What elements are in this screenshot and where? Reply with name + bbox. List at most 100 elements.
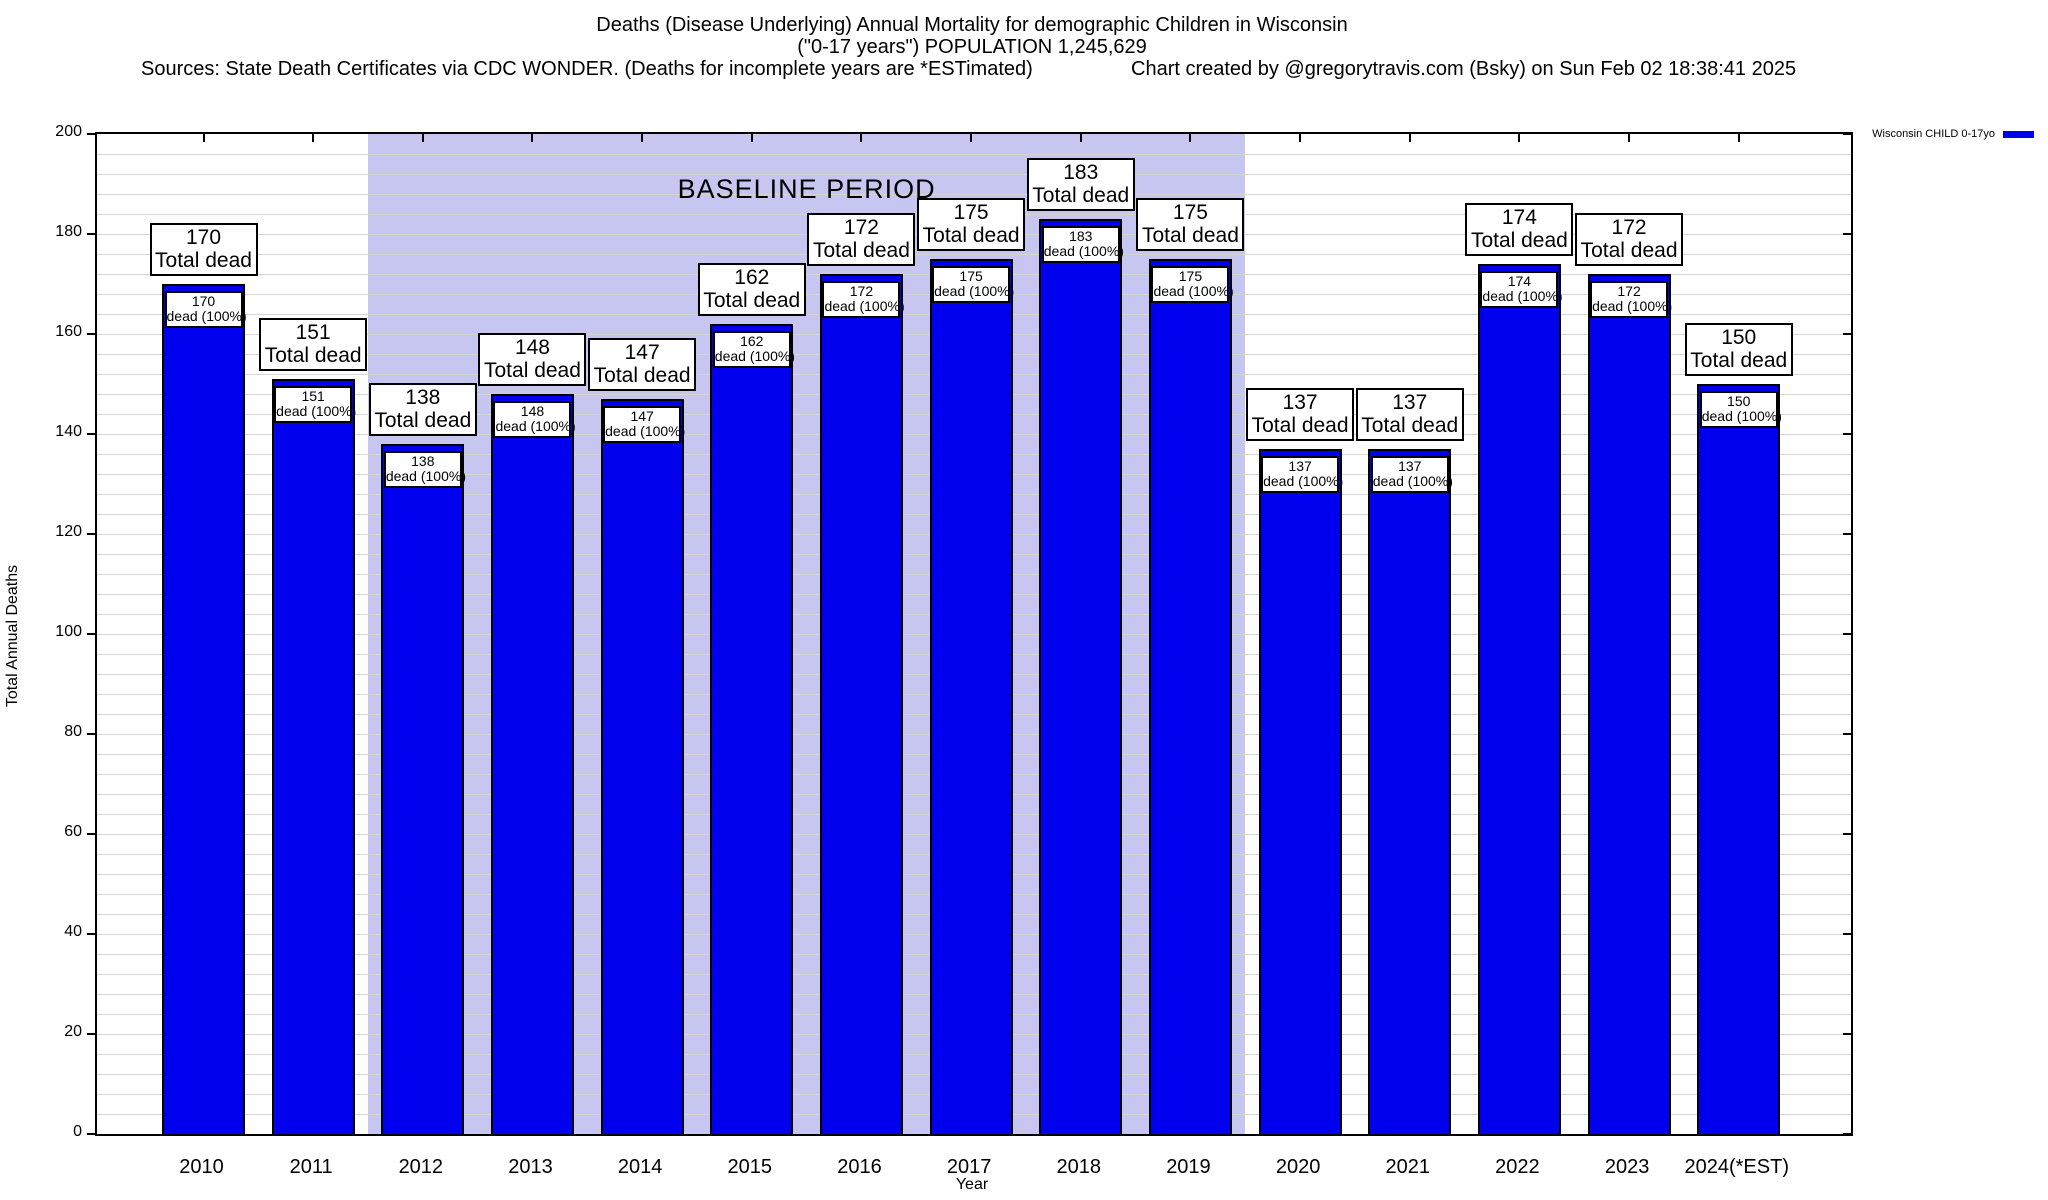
bar-callout-value: 138: [405, 386, 441, 409]
x-top-tick: [860, 134, 863, 142]
bar-callout-2016: 172 Total dead: [807, 213, 916, 266]
y-tick-label: 200: [55, 123, 82, 140]
bar-callout-caption: Total dead: [155, 249, 252, 272]
x-top-tick: [1079, 134, 1082, 142]
bar-callout-2023: 172 Total dead: [1575, 213, 1684, 266]
bar-callout-2020: 137 Total dead: [1246, 388, 1355, 441]
bar-callout-caption: Total dead: [484, 359, 581, 382]
bar-callout-caption: Total dead: [1141, 224, 1239, 247]
bar-inner-caption: dead (100%): [934, 283, 1015, 299]
x-tick-label-2013: 2013: [508, 1156, 553, 1178]
gridline: [97, 253, 1851, 255]
bar-inner-value: 183: [1069, 228, 1093, 244]
bar-2024(*EST): [1697, 384, 1781, 1134]
bar-callout-value: 183: [1063, 161, 1099, 184]
x-tick-label-2018: 2018: [1056, 1156, 1102, 1178]
y-tick-label: 180: [55, 223, 82, 240]
y-major-tick-right: [1843, 233, 1851, 235]
bar-callout-caption: Total dead: [922, 224, 1020, 247]
bar-callout-2017: 175 Total dead: [917, 198, 1026, 251]
bar-callout-caption: Total dead: [1032, 184, 1130, 207]
bar-2011: [271, 379, 355, 1134]
bar-inner-caption: dead (100%): [605, 423, 686, 439]
bar-callout-caption: Total dead: [1580, 239, 1678, 262]
bar-callout-caption: Total dead: [1470, 229, 1568, 252]
gridline: [97, 173, 1851, 175]
bar-2012: [381, 444, 465, 1134]
bar-2020: [1258, 449, 1342, 1134]
bar-inner-label-2020: 137 dead (100%): [1261, 456, 1344, 493]
y-major-tick-left: [87, 933, 95, 935]
bar-callout-caption: Total dead: [703, 289, 801, 312]
bar-2018: [1039, 219, 1123, 1134]
legend-swatch: [2003, 130, 2034, 138]
bar-2022: [1477, 264, 1561, 1134]
bar-inner-label-2014: 147 dead (100%): [603, 406, 686, 443]
bar-inner-label-2015: 162 dead (100%): [712, 331, 795, 368]
x-tick-label-2010: 2010: [179, 1156, 224, 1178]
y-major-tick-right: [1843, 1133, 1851, 1135]
gridline: [97, 153, 1851, 155]
x-tick-label-2012: 2012: [398, 1156, 444, 1178]
bar-inner-value: 172: [1617, 283, 1641, 299]
bar-inner-caption: dead (100%): [1153, 283, 1234, 299]
x-top-tick: [1628, 134, 1631, 142]
x-tick-label-2020: 2020: [1275, 1156, 1321, 1178]
bar-callout-value: 172: [843, 216, 879, 239]
bar-callout-value: 175: [1172, 201, 1208, 224]
bar-inner-caption: dead (100%): [1592, 298, 1673, 314]
bar-inner-label-2018: 183 dead (100%): [1041, 226, 1124, 263]
x-tick-label-2024(*EST): 2024(*EST): [1684, 1156, 1789, 1178]
bar-inner-label-2021: 137 dead (100%): [1370, 456, 1453, 493]
y-tick-label: 100: [55, 623, 82, 640]
bar-inner-label-2011: 151 dead (100%): [274, 386, 356, 423]
x-top-tick: [202, 134, 205, 142]
bar-inner-label-2017: 175 dead (100%): [932, 266, 1015, 303]
bar-callout-value: 162: [734, 266, 770, 289]
bar-inner-caption: dead (100%): [1263, 473, 1344, 489]
bar-2023: [1587, 274, 1671, 1134]
bar-callout-2021: 137 Total dead: [1355, 388, 1464, 441]
bar-inner-value: 138: [411, 453, 435, 469]
bar-inner-value: 151: [301, 388, 325, 404]
x-top-tick: [421, 134, 424, 142]
bar-callout-2014: 147 Total dead: [588, 338, 697, 391]
x-tick-label-2016: 2016: [837, 1156, 882, 1178]
y-major-tick-left: [87, 133, 95, 135]
bar-inner-value: 175: [1178, 268, 1203, 284]
y-major-tick-left: [87, 1133, 95, 1135]
y-tick-label: 60: [64, 823, 82, 840]
bar-inner-value: 170: [191, 293, 216, 309]
baseline-period-label: BASELINE PERIOD: [677, 174, 936, 204]
legend-label: Wisconsin CHILD 0-17yo: [1872, 128, 1995, 140]
legend: Wisconsin CHILD 0-17yo: [1872, 128, 2034, 140]
x-tick-label-2021: 2021: [1385, 1156, 1431, 1178]
bar-callout-caption: Total dead: [264, 344, 362, 367]
y-tick-label: 80: [64, 723, 82, 740]
bar-inner-label-2016: 172 dead (100%): [822, 281, 905, 318]
bar-callout-caption: Total dead: [374, 409, 472, 432]
bar-inner-value: 172: [849, 283, 874, 299]
bar-inner-label-2023: 172 dead (100%): [1590, 281, 1673, 318]
bar-callout-value: 137: [1282, 391, 1318, 414]
bar-inner-caption: dead (100%): [1482, 288, 1563, 304]
bar-inner-caption: dead (100%): [495, 418, 576, 434]
bar-inner-value: 137: [1288, 458, 1312, 474]
y-major-tick-left: [87, 833, 95, 835]
y-tick-label: 140: [55, 423, 82, 440]
y-major-tick-right: [1843, 1033, 1851, 1035]
x-tick-label-2017: 2017: [946, 1156, 992, 1178]
bar-inner-caption: dead (100%): [1701, 408, 1782, 424]
bar-callout-2010: 170 Total dead: [149, 223, 258, 276]
x-top-tick: [970, 134, 973, 142]
y-major-tick-right: [1843, 933, 1851, 935]
x-tick-label-2022: 2022: [1495, 1156, 1540, 1178]
bar-callout-value: 174: [1501, 206, 1537, 229]
bar-inner-label-2019: 175 dead (100%): [1151, 266, 1234, 303]
x-top-tick: [750, 134, 753, 142]
bar-inner-value: 175: [959, 268, 983, 284]
bar-inner-caption: dead (100%): [714, 348, 795, 364]
gridline: [97, 193, 1851, 195]
bar-callout-2022: 174 Total dead: [1465, 203, 1574, 256]
